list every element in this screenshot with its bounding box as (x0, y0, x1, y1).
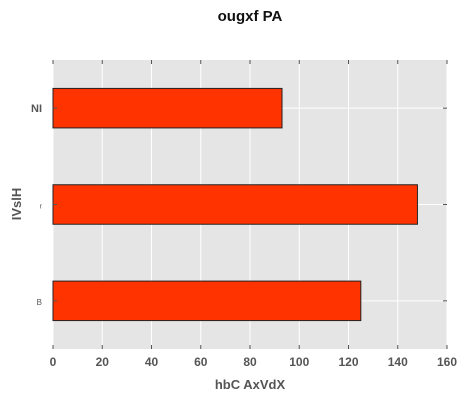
x-tick-label: 120 (338, 355, 358, 369)
x-axis-label: hbC AxVdX (215, 377, 286, 392)
x-tick-label: 160 (437, 355, 457, 369)
bar-NI (52, 87, 283, 129)
x-tick-label: 100 (289, 355, 309, 369)
x-ticks: 0 20 40 60 80 100 120 140 160 (50, 60, 457, 369)
x-tick-label: 60 (194, 355, 208, 369)
y-axis-label: IVslH (9, 188, 24, 221)
x-tick-label: 0 (50, 355, 57, 369)
chart-title: ougxf PA (217, 8, 283, 25)
bar-r (52, 184, 418, 225)
x-tick-label: 40 (145, 355, 159, 369)
x-tick-label: 140 (388, 355, 408, 369)
x-tick-label: 80 (243, 355, 257, 369)
y-tick-label: r (40, 204, 43, 211)
bar-B (52, 280, 362, 322)
y-tick-label: NI (31, 103, 42, 115)
bars (52, 87, 418, 322)
y-tick-label: B (37, 298, 42, 307)
x-tick-label: 20 (96, 355, 110, 369)
y-ticks: NI r B (31, 103, 447, 307)
